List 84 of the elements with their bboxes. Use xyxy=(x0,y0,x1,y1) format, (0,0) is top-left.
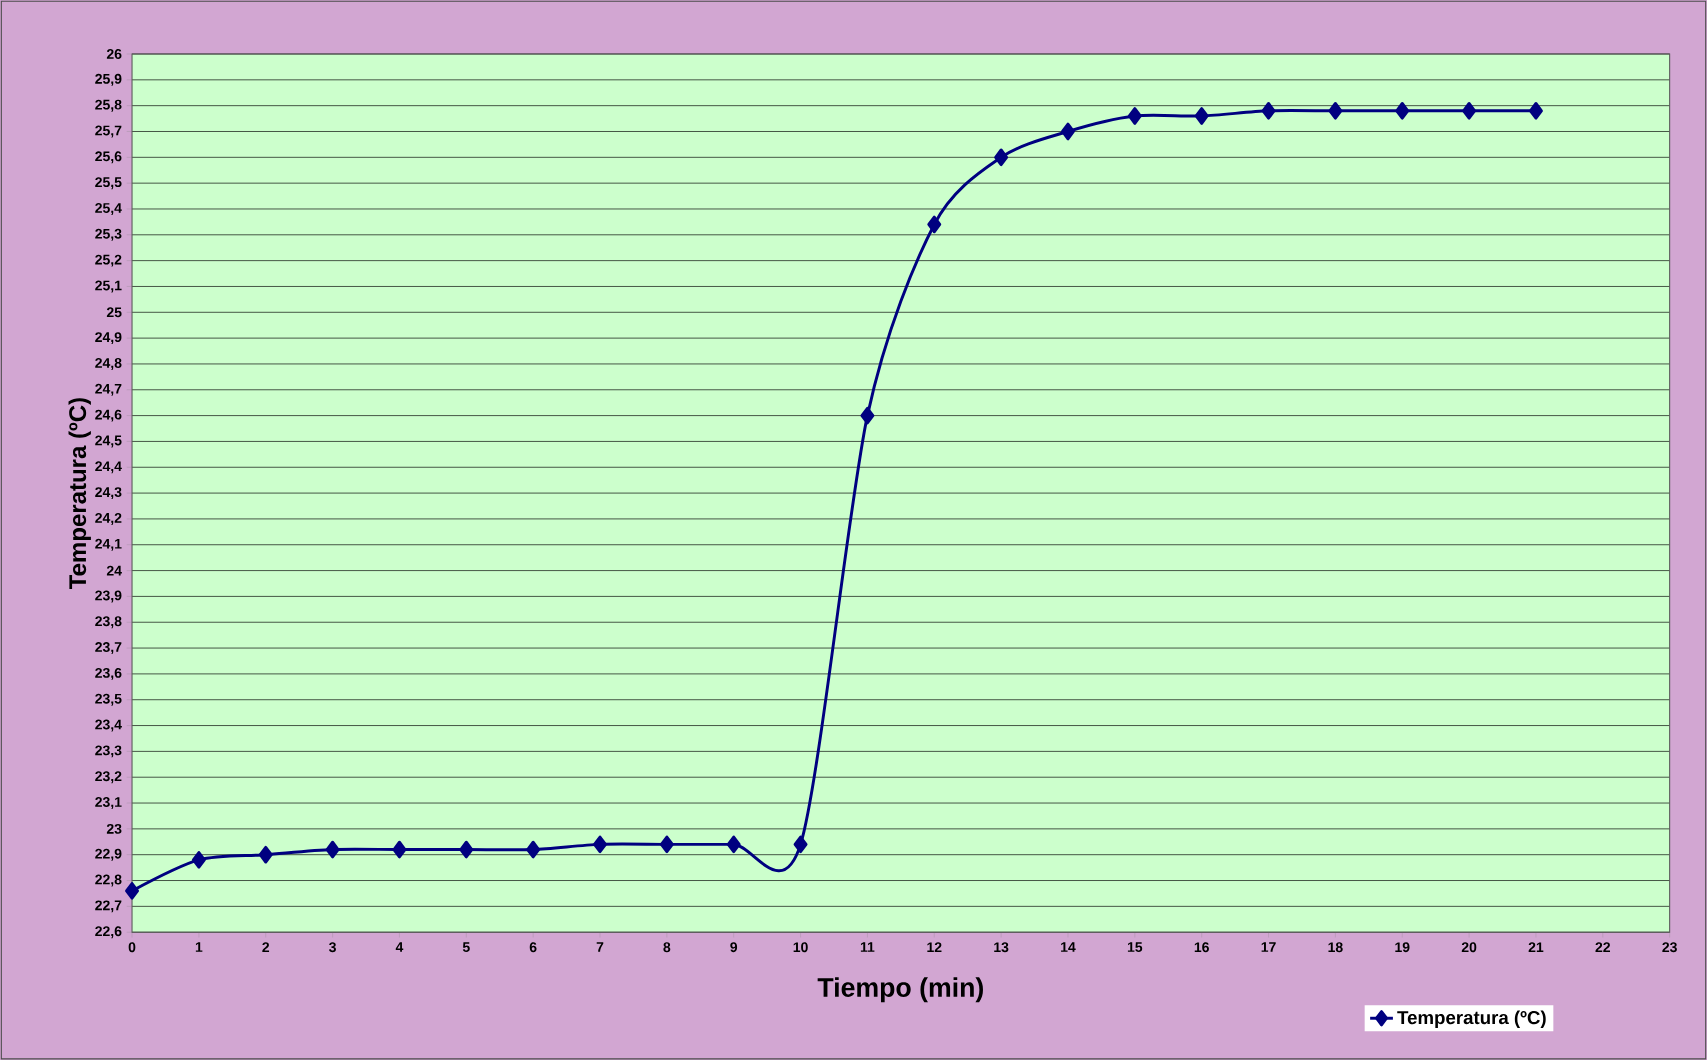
y-tick-label: 23,6 xyxy=(95,667,122,680)
y-tick-label: 25,5 xyxy=(95,177,122,190)
point xyxy=(1061,122,1075,141)
point xyxy=(459,840,474,859)
point xyxy=(1127,107,1142,125)
y-tick-label: 24,3 xyxy=(95,487,122,499)
y-tick-label: 24,7 xyxy=(95,383,122,396)
x-tick-label: 0 xyxy=(128,942,136,953)
y-tick-label: 25,4 xyxy=(95,202,122,215)
y-tick-label: 25,6 xyxy=(95,151,122,164)
x-tick-label: 1 xyxy=(195,942,203,952)
y-tick-label: 23,9 xyxy=(95,590,122,603)
point xyxy=(258,845,273,864)
y-tick-label: 24,8 xyxy=(95,357,122,370)
y-tick-label: 22,6 xyxy=(95,926,122,939)
y-tick-label: 23,5 xyxy=(95,693,122,706)
y-tick-label: 23,3 xyxy=(95,745,122,758)
x-axis-title: Tiempo (min) xyxy=(817,977,983,1003)
x-tick-label: 7 xyxy=(596,942,604,952)
y-tick-label: 24,5 xyxy=(95,435,122,448)
x-tick-label: 3 xyxy=(329,942,336,953)
x-tick-label: 2 xyxy=(262,942,270,952)
y-tick-label: 23,8 xyxy=(95,616,122,629)
point xyxy=(191,850,206,869)
x-tick-label: 13 xyxy=(994,942,1009,953)
y-tick-label: 26 xyxy=(106,48,122,59)
y-tick-label: 24,9 xyxy=(95,332,122,345)
x-tick-label: 12 xyxy=(927,942,942,952)
x-tick-label: 14 xyxy=(1061,942,1076,952)
point xyxy=(593,835,607,854)
point xyxy=(1395,101,1410,120)
y-tick-label: 25 xyxy=(106,307,122,318)
y-tick-label: 24,4 xyxy=(95,461,122,474)
x-tick-label: 18 xyxy=(1328,942,1343,953)
x-tick-label: 8 xyxy=(663,942,671,953)
point xyxy=(860,406,875,425)
y-tick-label: 25,2 xyxy=(95,254,122,267)
x-tick-label: 6 xyxy=(529,942,537,953)
point xyxy=(659,835,674,854)
x-tick-label: 15 xyxy=(1127,942,1143,952)
y-tick-label: 25,9 xyxy=(95,73,122,86)
y-tick-label: 23,7 xyxy=(95,642,122,654)
y-tick-label: 24 xyxy=(106,565,122,576)
point xyxy=(793,835,808,854)
y-tick-label: 25,1 xyxy=(95,280,122,293)
x-tick-label: 4 xyxy=(395,942,404,952)
point xyxy=(526,840,541,859)
x-tick-label: 19 xyxy=(1395,942,1410,953)
point xyxy=(1194,107,1209,125)
point xyxy=(1328,101,1343,120)
x-tick-label: 10 xyxy=(793,942,808,953)
point xyxy=(125,881,139,900)
point xyxy=(927,215,942,234)
y-tick-label: 22,9 xyxy=(95,848,122,861)
point xyxy=(1261,101,1276,120)
y-tick-label: 25,7 xyxy=(95,125,122,138)
x-tick-label: 22 xyxy=(1595,942,1611,952)
point xyxy=(726,835,741,854)
y-tick-label: 23,2 xyxy=(95,771,122,784)
x-tick-label: 16 xyxy=(1194,942,1209,953)
point xyxy=(392,840,407,859)
y-tick-label: 23,1 xyxy=(95,796,122,809)
point xyxy=(325,840,340,859)
y-axis-title: Temperatura (ºC) xyxy=(68,398,91,589)
y-tick-label: 24,2 xyxy=(95,512,122,525)
y-tick-label: 25,3 xyxy=(95,228,122,241)
y-tick-label: 23,4 xyxy=(95,719,122,732)
y-tick-label: 23 xyxy=(106,823,122,834)
y-tick-label: 24,1 xyxy=(95,538,122,551)
x-tick-label: 20 xyxy=(1461,942,1477,953)
y-tick-label: 25,8 xyxy=(95,99,122,112)
y-tick-label: 22,8 xyxy=(95,874,122,887)
x-tick-label: 9 xyxy=(730,942,738,953)
point xyxy=(1528,101,1543,120)
point xyxy=(1462,101,1477,120)
y-tick-label: 22,7 xyxy=(95,900,122,913)
y-tick-label: 24,6 xyxy=(95,409,122,422)
x-tick-label: 11 xyxy=(860,942,875,952)
legend-label: Temperatura (ºC) xyxy=(1397,1010,1546,1028)
point xyxy=(994,148,1009,167)
x-tick-label: 5 xyxy=(462,942,470,952)
x-tick-label: 21 xyxy=(1528,942,1544,952)
x-tick-label: 17 xyxy=(1261,942,1276,952)
x-tick-label: 23 xyxy=(1662,942,1677,953)
